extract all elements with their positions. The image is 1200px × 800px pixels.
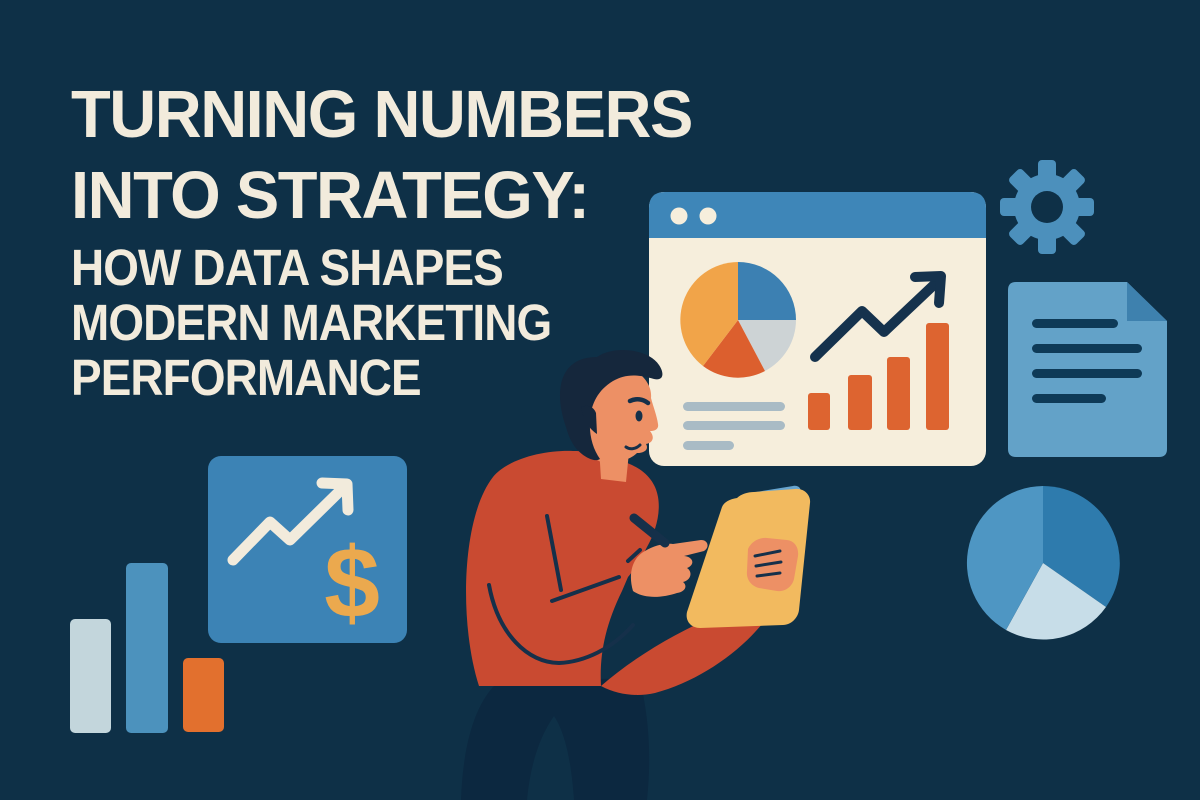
window-titlebar	[649, 192, 986, 238]
sweater-torso	[466, 450, 659, 686]
pie-slice-blue	[738, 262, 796, 320]
hair	[559, 350, 663, 461]
growth-card: $	[208, 456, 407, 643]
title-block: TURNING NUMBERS INTO STRATEGY: HOW DATA …	[71, 74, 711, 405]
eyebrow	[627, 397, 651, 406]
doc-text-line	[1032, 394, 1106, 403]
pen-nib	[626, 548, 642, 563]
window-bar	[887, 357, 910, 430]
pie-chart-badge	[966, 486, 1120, 640]
bar-blue	[126, 563, 168, 733]
doc-text-line	[1032, 369, 1142, 378]
window-bar	[848, 375, 872, 430]
window-trend-arrow-head	[910, 271, 946, 308]
bar-chart-corner-icon	[70, 563, 224, 733]
gear-icon	[1000, 160, 1094, 254]
finger-lines	[753, 549, 783, 578]
badge-slice-medium	[966, 486, 1043, 630]
analyst-person	[461, 350, 811, 800]
doc-text-line	[1032, 319, 1118, 328]
pen-icon	[629, 513, 670, 548]
bar-pale	[70, 619, 111, 733]
page-subtitle: HOW DATA SHAPES MODERN MARKETING PERFORM…	[71, 240, 647, 405]
document-fold	[1127, 282, 1167, 321]
text-line	[683, 441, 734, 450]
window-bar-chart	[808, 271, 949, 430]
trend-arrow-icon	[227, 480, 351, 566]
dashboard-window	[649, 192, 986, 466]
sweater-contour-lines	[487, 514, 635, 666]
bar-orange	[183, 658, 224, 732]
window-dot-icon	[670, 207, 688, 225]
subtitle-line-2: MODERN MARKETING	[71, 294, 552, 351]
document-icon	[1008, 282, 1167, 457]
window-trend-arrow-icon	[810, 276, 943, 362]
badge-slice-dark	[1043, 486, 1120, 607]
title-line-1: TURNING NUMBERS	[71, 77, 693, 152]
gear-hole	[1031, 191, 1063, 223]
window-bar	[808, 393, 830, 430]
hand-with-pen	[630, 540, 708, 597]
subtitle-line-1: HOW DATA SHAPES	[71, 239, 504, 296]
page-title: TURNING NUMBERS INTO STRATEGY:	[71, 74, 693, 236]
pie-slice-gray	[738, 320, 796, 371]
window-text-lines	[683, 402, 785, 450]
pie-slice-light-orange	[680, 262, 738, 366]
pie-slice-dark-orange	[703, 320, 765, 378]
pants	[461, 678, 650, 800]
doc-text-line	[1032, 344, 1142, 353]
badge-slice-pale	[1006, 563, 1106, 640]
mouth	[624, 443, 642, 451]
eye	[635, 410, 643, 422]
text-line	[683, 402, 785, 411]
dollar-sign-icon: $	[324, 527, 380, 639]
trend-arrow-head	[316, 477, 354, 516]
window-pie-chart	[680, 262, 796, 378]
window-bar	[926, 323, 949, 430]
subtitle-line-3: PERFORMANCE	[71, 349, 422, 406]
title-line-2: INTO STRATEGY:	[71, 158, 590, 233]
text-line	[683, 421, 785, 430]
sideburn	[581, 405, 597, 434]
window-dot-icon	[699, 207, 717, 225]
card-background	[208, 456, 407, 643]
